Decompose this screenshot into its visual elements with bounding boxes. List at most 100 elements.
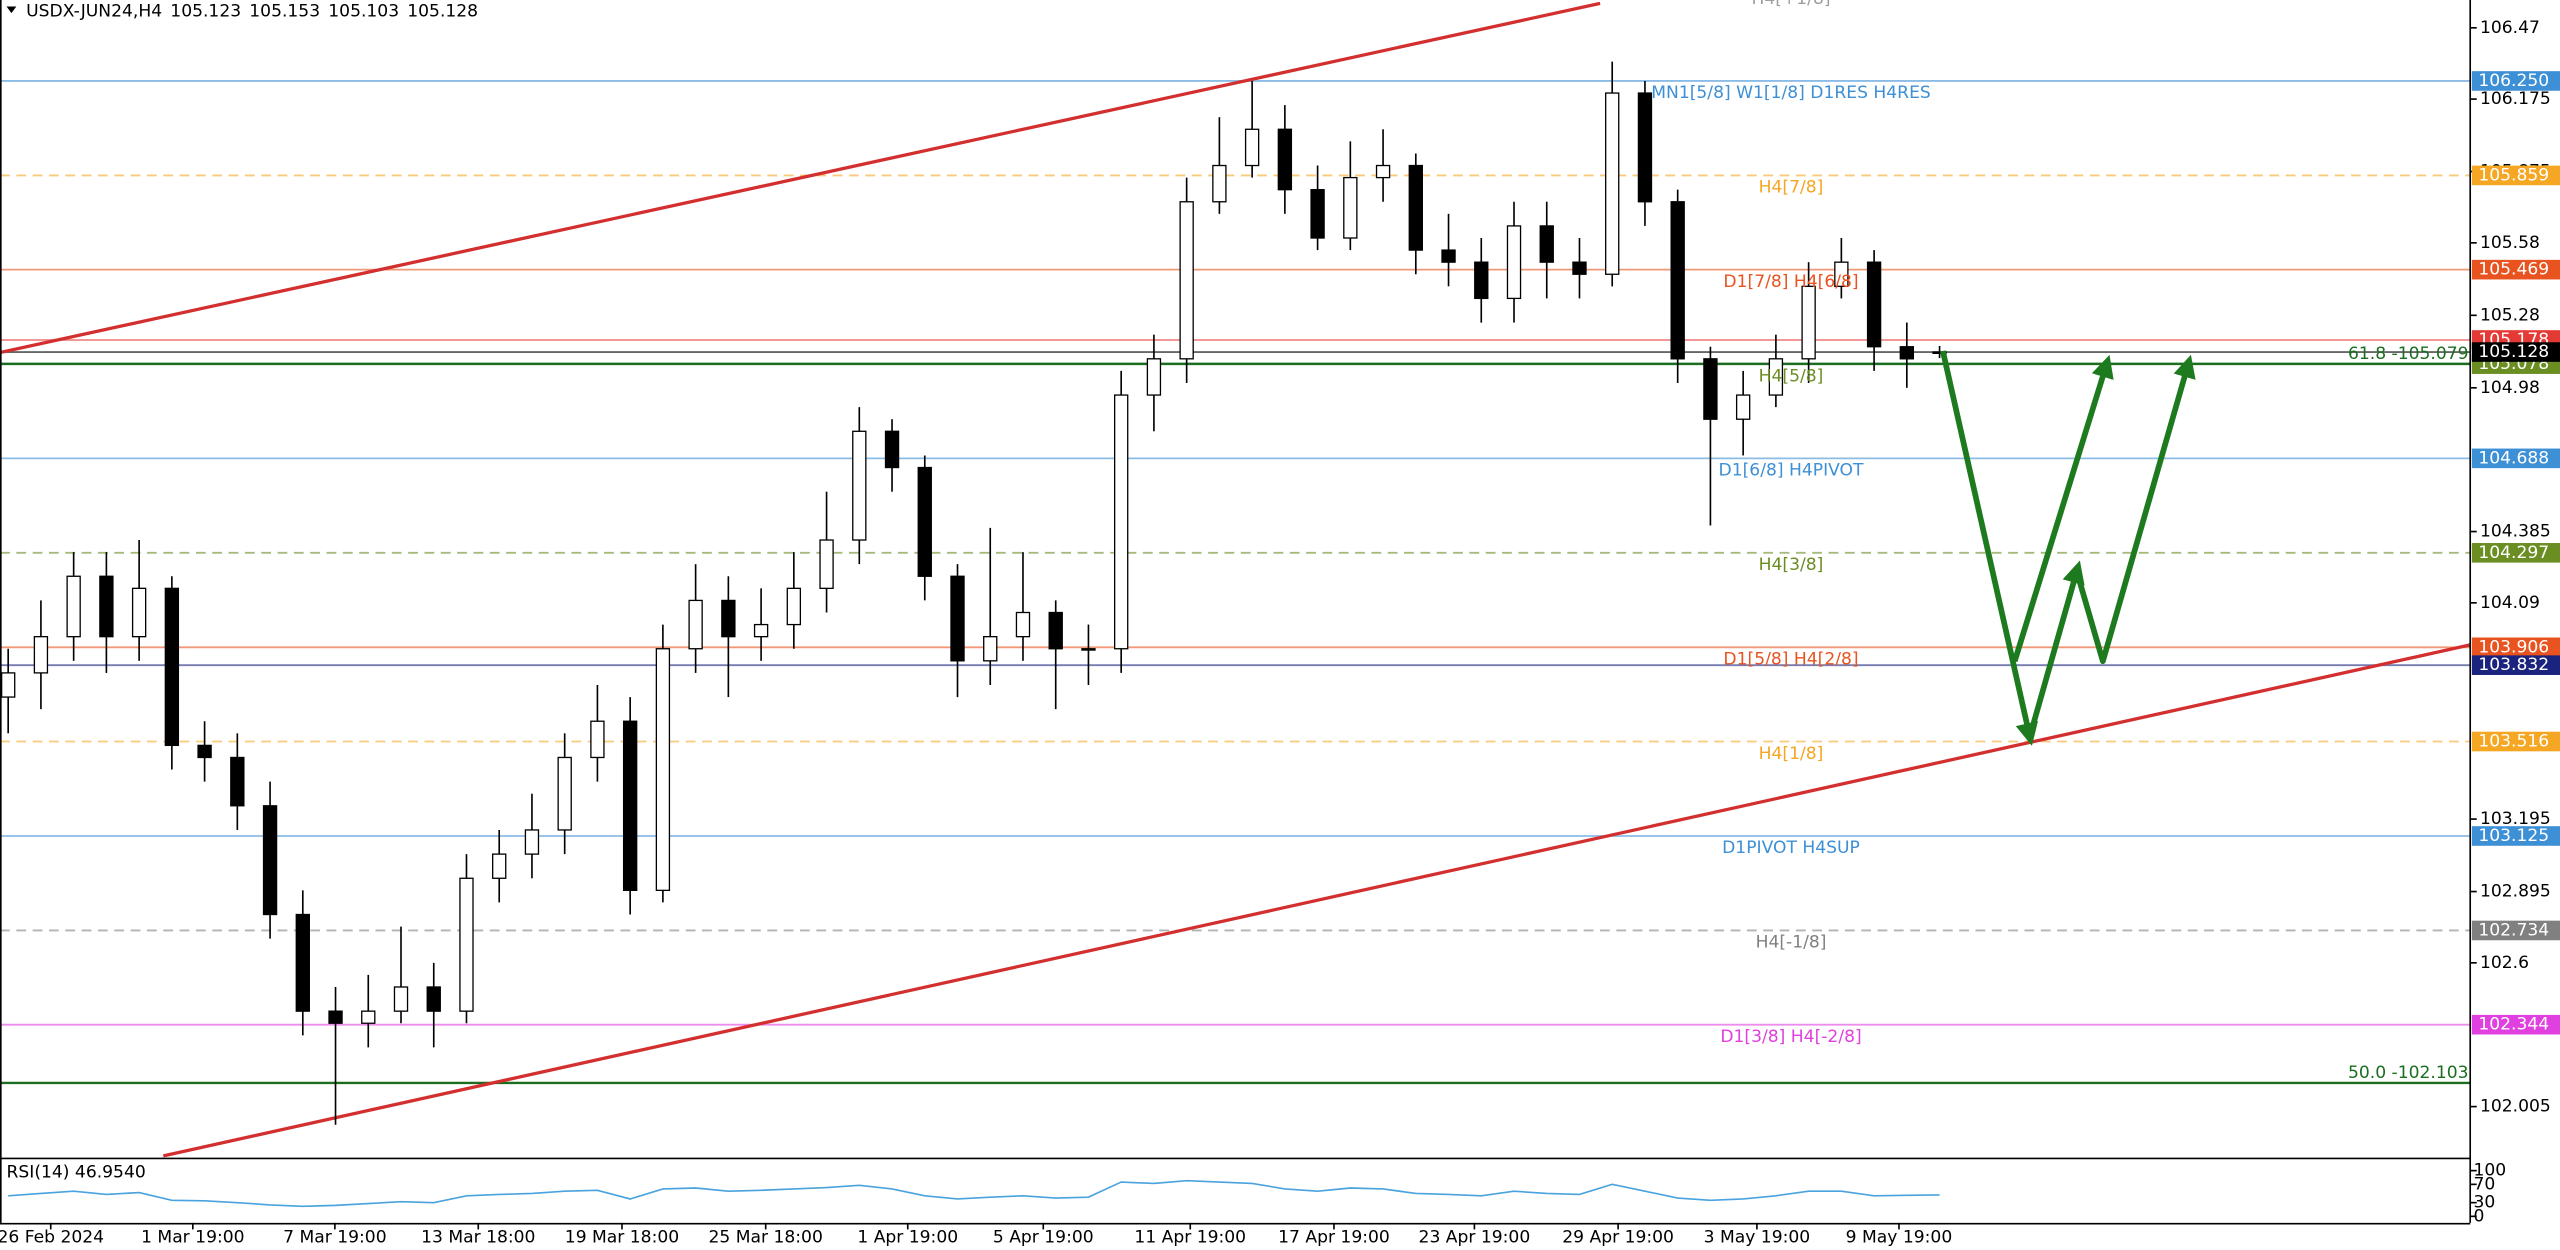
rsi-tick-label: 0 bbox=[2473, 1206, 2484, 1226]
ohlc-value: 105.123 bbox=[170, 1, 241, 21]
x-tick-label: 9 May 19:00 bbox=[1846, 1228, 1953, 1248]
candle-body bbox=[753, 623, 769, 638]
price-tag-label: 105.469 bbox=[2478, 260, 2549, 280]
y-tick-label: 102.895 bbox=[2480, 882, 2551, 902]
candle-body bbox=[164, 587, 180, 747]
candle-body bbox=[1539, 225, 1554, 263]
candle-body bbox=[1015, 611, 1031, 638]
candle-body bbox=[1801, 285, 1816, 360]
candle-body bbox=[1735, 394, 1751, 420]
y-tick-label: 102.6 bbox=[2480, 953, 2529, 973]
price-tag bbox=[2471, 342, 2560, 362]
candle-body bbox=[262, 805, 278, 916]
candle-body bbox=[197, 744, 212, 759]
candle-body bbox=[492, 853, 507, 879]
candle-body bbox=[688, 599, 703, 650]
ohlc-value: 105.153 bbox=[249, 1, 320, 21]
forecast-arrow bbox=[2073, 354, 2196, 665]
level-label: H4[7/8] bbox=[1759, 178, 1824, 198]
level-label: D1[6/8] H4PIVOT bbox=[1719, 461, 1864, 481]
price-tag-label: 102.344 bbox=[2478, 1015, 2549, 1035]
candle-body bbox=[459, 877, 474, 1012]
candle-body bbox=[1113, 394, 1129, 650]
level-label: D1[7/8] H4[6/8] bbox=[1723, 272, 1858, 292]
x-tick-label: 13 Mar 18:00 bbox=[421, 1228, 535, 1248]
level-label: H4[3/8] bbox=[1759, 555, 1824, 575]
candle-body bbox=[1179, 201, 1194, 360]
candle-body bbox=[1899, 346, 1915, 360]
price-tag bbox=[2471, 165, 2560, 186]
ohlc-value: 105.128 bbox=[407, 1, 478, 21]
candle-body bbox=[230, 756, 245, 807]
candle-body bbox=[852, 430, 867, 541]
candle-body bbox=[131, 587, 147, 638]
price-tag bbox=[2471, 448, 2560, 469]
candle-body bbox=[1, 672, 16, 698]
candle-body bbox=[33, 636, 49, 674]
y-tick-label: 104.385 bbox=[2480, 522, 2551, 542]
y-tick-label: 104.98 bbox=[2480, 378, 2540, 398]
price-tag-label: 106.250 bbox=[2478, 71, 2549, 91]
price-tag bbox=[2471, 826, 2560, 846]
candle-body bbox=[295, 913, 310, 1012]
candle-body bbox=[590, 720, 605, 759]
y-tick-label: 103.195 bbox=[2480, 809, 2551, 829]
candle-body bbox=[884, 430, 900, 469]
candle-body bbox=[721, 599, 736, 638]
candle-body bbox=[1834, 261, 1849, 287]
level-label: D1PIVOT H4SUP bbox=[1722, 838, 1860, 858]
y-tick-label: 104.09 bbox=[2480, 593, 2540, 613]
symbol: USDX-JUN24,H4 bbox=[26, 1, 162, 21]
price-tag-label: 105.859 bbox=[2478, 165, 2549, 185]
x-tick-label: 29 Apr 19:00 bbox=[1562, 1228, 1674, 1248]
candle-body bbox=[1441, 249, 1456, 263]
candle-body bbox=[1637, 92, 1653, 203]
candle-body bbox=[1768, 358, 1784, 396]
price-tag-label: 103.516 bbox=[2478, 732, 2549, 752]
x-tick-label: 1 Apr 19:00 bbox=[857, 1228, 958, 1248]
y-tick-label: 105.28 bbox=[2480, 305, 2540, 325]
x-tick-label: 3 May 19:00 bbox=[1704, 1228, 1811, 1248]
y-tick-label: 102.005 bbox=[2480, 1097, 2551, 1117]
price-tag-label: 105.128 bbox=[2478, 342, 2549, 362]
candle-body bbox=[1670, 201, 1685, 360]
candle-body bbox=[1572, 261, 1587, 275]
candle-body bbox=[1605, 92, 1620, 275]
price-tag bbox=[2471, 655, 2560, 675]
price-tag bbox=[2471, 920, 2560, 941]
rsi-tick-label: 100 bbox=[2473, 1161, 2506, 1181]
candle-body bbox=[1146, 358, 1162, 396]
x-tick-label: 5 Apr 19:00 bbox=[993, 1228, 1094, 1248]
price-tag-label: 104.297 bbox=[2478, 543, 2549, 563]
candle-body bbox=[361, 1010, 376, 1024]
candle-body bbox=[524, 829, 540, 855]
candle-body bbox=[1375, 164, 1391, 179]
price-tag bbox=[2471, 1014, 2560, 1035]
candle-body bbox=[1474, 261, 1489, 300]
candle-body bbox=[786, 587, 802, 626]
level-label: MN1[5/8] W1[1/8] D1RES H4RES bbox=[1651, 83, 1931, 103]
fib-label: 61.8 -105.079 bbox=[2348, 344, 2469, 364]
price-tag-label: 103.832 bbox=[2478, 655, 2549, 675]
candle-body bbox=[1506, 225, 1522, 300]
candle-body bbox=[1277, 128, 1293, 191]
candle-body bbox=[1048, 611, 1063, 650]
y-tick-label: 106.175 bbox=[2480, 89, 2551, 109]
forecast-arrow bbox=[1940, 350, 2039, 746]
candle-body bbox=[426, 986, 441, 1012]
candle-body bbox=[1408, 164, 1423, 251]
y-tick-label: 105.58 bbox=[2480, 233, 2540, 253]
price-tag bbox=[2471, 71, 2560, 91]
price-tag bbox=[2471, 543, 2560, 563]
level-label: H4[5/8] bbox=[1759, 366, 1824, 386]
price-tag-label: 103.125 bbox=[2478, 826, 2549, 846]
rsi-line bbox=[8, 1179, 1940, 1208]
plot-area bbox=[0, 1, 2471, 1158]
forecast-arrow bbox=[2011, 354, 2114, 663]
candle-body bbox=[99, 575, 114, 638]
menu-triangle[interactable] bbox=[6, 6, 17, 14]
price-tag bbox=[2471, 259, 2560, 280]
rsi-tick-label: 70 bbox=[2473, 1174, 2495, 1194]
forecast-arrows bbox=[1940, 350, 2196, 746]
